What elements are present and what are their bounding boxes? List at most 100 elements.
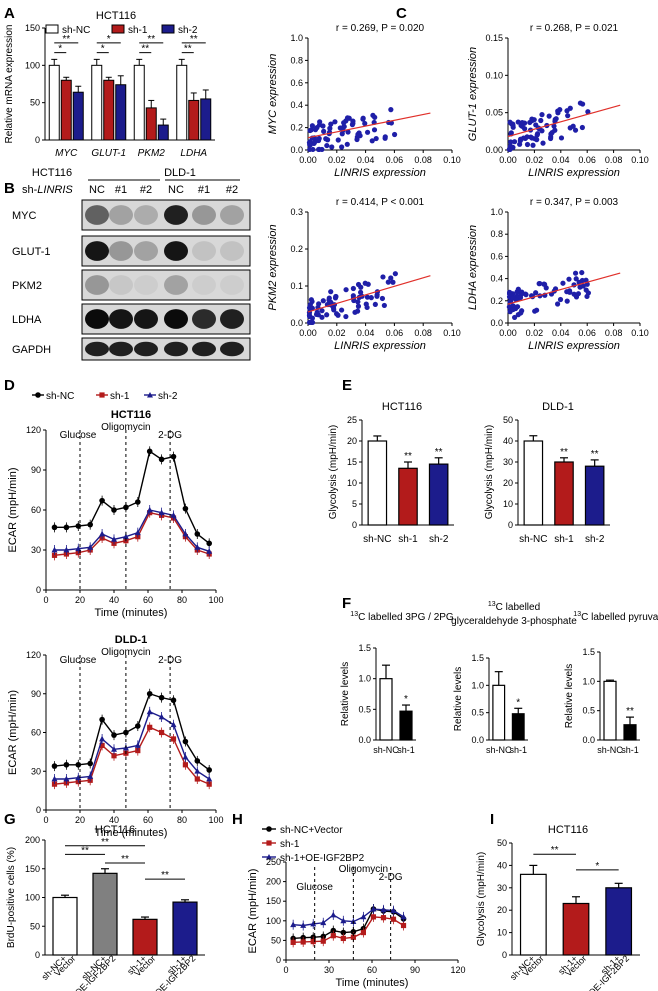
- panel-label-E: E: [342, 377, 352, 394]
- x-category-label: sh-1: [398, 534, 418, 545]
- scatter-point: [572, 127, 579, 133]
- ytick-label: 60: [31, 505, 41, 515]
- scatter-ylabel: GLUT-1 expression: [467, 47, 479, 141]
- blot-row-label: LDHA: [12, 314, 42, 326]
- data-marker: [320, 938, 326, 944]
- bar: [511, 713, 525, 741]
- x-category-label: GLUT-1: [91, 148, 126, 159]
- blot-band: [85, 241, 109, 261]
- data-marker: [51, 546, 58, 553]
- ytick-label: 0: [36, 585, 41, 595]
- panel-label-G: G: [4, 811, 16, 828]
- blot-lane-label: NC: [168, 184, 184, 196]
- bar-E2-ytick-label: 10: [503, 499, 513, 509]
- scatter-point: [391, 131, 398, 138]
- scatter-point: [515, 119, 521, 125]
- scatter-point: [524, 141, 531, 148]
- scatter-point: [314, 309, 320, 315]
- scatter-xtick-label: 0.06: [578, 155, 596, 165]
- bar-I-ytick-label: 30: [497, 883, 507, 893]
- scatter-xlabel: LINRIS expression: [528, 167, 620, 179]
- event-label: 2-DG: [379, 872, 403, 883]
- blot-lane-label: #2: [226, 184, 238, 196]
- scatter-point: [328, 121, 334, 127]
- event-label: Oligomycin: [339, 864, 388, 875]
- bar-F2-ytick-label: 0.5: [471, 708, 484, 718]
- bar: [115, 84, 127, 141]
- scatter-point: [557, 296, 564, 303]
- scatter-point: [506, 289, 513, 295]
- bar-E2-ytick-label: 40: [503, 436, 513, 446]
- event-label: Glucose: [60, 655, 97, 666]
- scatter-point: [518, 310, 524, 316]
- bar-G-ytick-label: 200: [25, 835, 40, 845]
- scatter-point: [306, 140, 313, 146]
- data-marker: [330, 911, 337, 918]
- xtick-label: 20: [75, 595, 85, 605]
- data-marker: [170, 697, 177, 704]
- significance-mark: *: [58, 44, 62, 55]
- bar: [603, 680, 617, 741]
- scatter-point: [584, 293, 590, 300]
- scatter-point: [355, 281, 362, 288]
- data-marker: [182, 753, 189, 760]
- bar-G-ytick-label: 150: [25, 864, 40, 874]
- scatter-ytick-label: 1.0: [490, 207, 503, 217]
- scatter-xlabel: LINRIS expression: [334, 340, 426, 352]
- panel-label-A: A: [4, 5, 15, 22]
- regression-line: [307, 275, 431, 313]
- legend-label: sh-2: [178, 25, 198, 36]
- scatter-annotation: r = 0.414, P < 0.001: [336, 197, 425, 208]
- scatter-point: [571, 291, 577, 297]
- scatter-point: [566, 288, 573, 294]
- data-marker: [159, 729, 165, 736]
- scatter-xtick-label: 0.04: [552, 328, 570, 338]
- data-marker: [111, 507, 117, 513]
- blot-band: [192, 241, 216, 261]
- data-marker: [51, 781, 58, 787]
- bar-E2-ytick-label: 0: [508, 520, 513, 530]
- scatter-point: [506, 304, 512, 310]
- H-ylabel: ECAR (mpH/min): [247, 869, 259, 954]
- scatter-annotation: r = 0.347, P = 0.003: [530, 197, 619, 208]
- data-marker: [87, 521, 93, 528]
- significance-mark: **: [551, 845, 559, 856]
- scatter-point: [575, 291, 582, 297]
- scatter-point: [579, 277, 586, 284]
- series-line: [54, 450, 210, 544]
- scatter-point: [554, 301, 561, 307]
- legend-swatch: [111, 24, 125, 34]
- bar: [428, 463, 449, 526]
- scatter-xtick-label: 0.08: [605, 328, 623, 338]
- data-marker: [63, 775, 70, 782]
- data-marker: [75, 774, 82, 781]
- data-marker: [310, 920, 317, 927]
- scatter-xtick-label: 0.00: [499, 155, 517, 165]
- ytick-label: 60: [31, 728, 41, 738]
- scatter-ytick-label: 0.6: [290, 78, 303, 88]
- scatter-point: [511, 139, 518, 145]
- blot-band: [164, 341, 188, 357]
- blot-lane-label: #2: [140, 184, 152, 196]
- xtick-label: 0: [43, 815, 48, 825]
- scatter-point: [519, 123, 525, 129]
- ytick-label: 250: [266, 857, 281, 867]
- bar-E1-ytick-label: 15: [347, 457, 357, 467]
- scatter-point: [567, 125, 573, 131]
- ytick-label: 120: [26, 425, 41, 435]
- bar-G-ytick-label: 0: [35, 950, 40, 960]
- xtick-label: 80: [177, 595, 187, 605]
- scatter-point: [530, 142, 536, 148]
- scatter-point: [534, 137, 540, 143]
- scatter-point: [319, 308, 325, 314]
- bar: [523, 440, 544, 526]
- scatter-point: [320, 123, 326, 129]
- scatter-point: [510, 144, 516, 151]
- panel-I-title: HCT116: [548, 824, 588, 836]
- bar: [60, 79, 72, 141]
- scatter-ytick-label: 0.4: [290, 100, 303, 110]
- blot-band: [134, 205, 158, 225]
- ytick-label: 0: [36, 805, 41, 815]
- panelA-ytick-label: 100: [25, 60, 40, 70]
- blot-lane-label: #1: [115, 184, 127, 196]
